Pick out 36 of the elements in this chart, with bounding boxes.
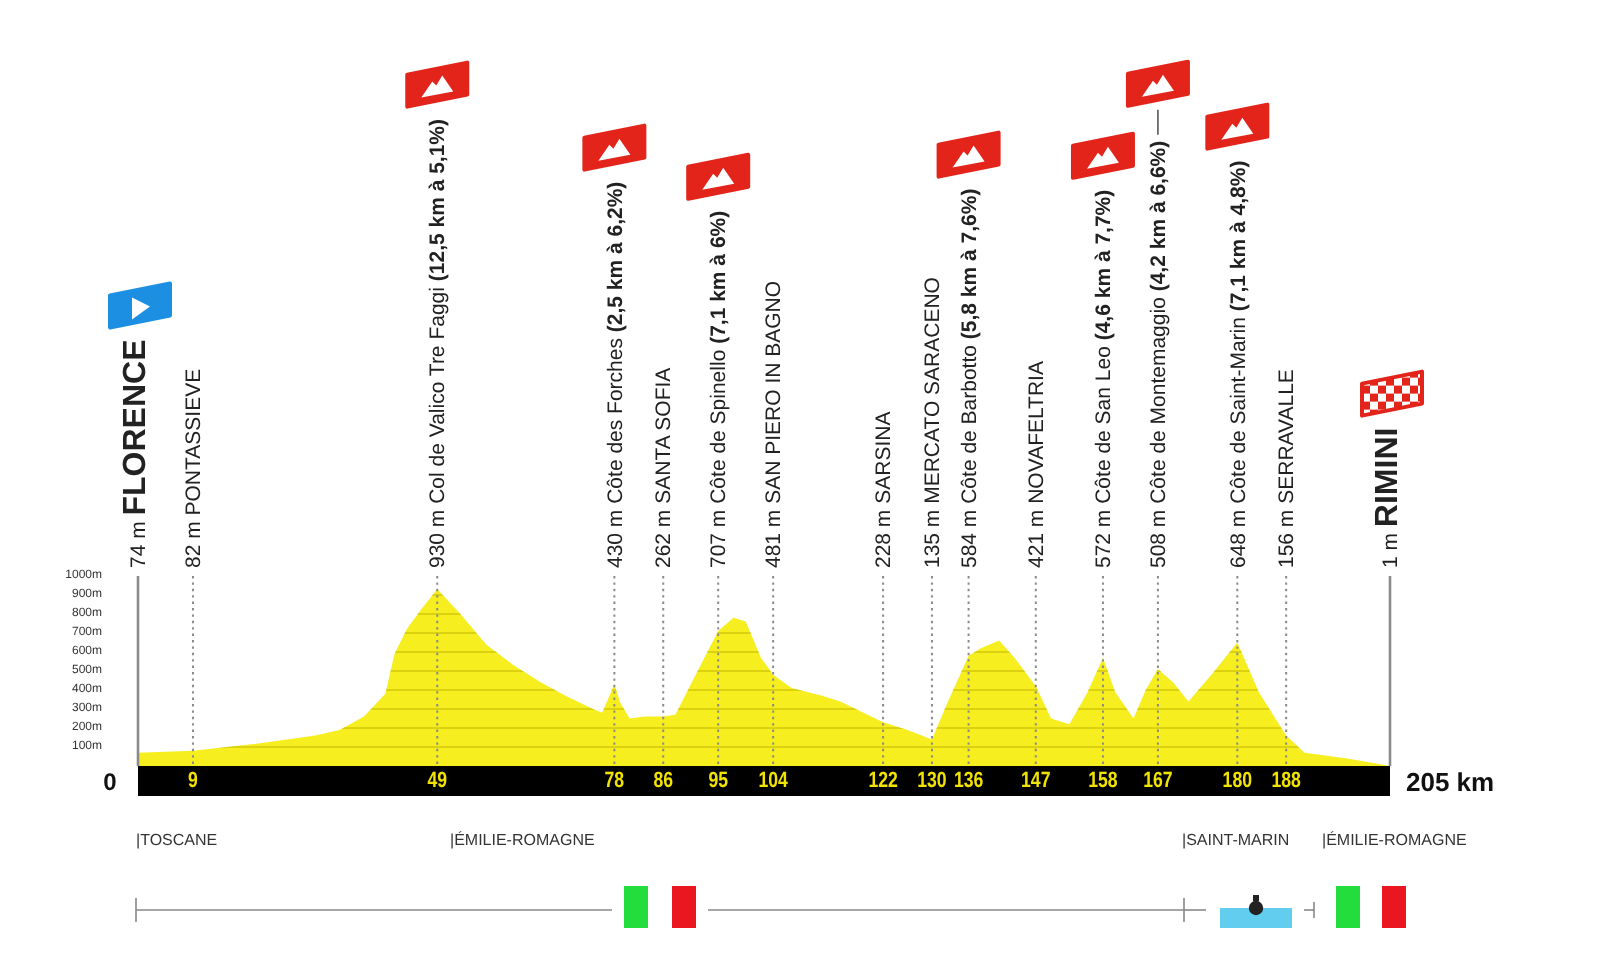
- ref-line-label: 707 m Côte de Spinello (7,1 km à 6%): [707, 210, 732, 568]
- x-tick-label: 130: [917, 769, 954, 793]
- x-tick-label: 147: [1021, 769, 1058, 793]
- x-tick-label: 167: [1143, 769, 1180, 793]
- ref-line-label: 156 m SERRAVALLE: [1275, 369, 1300, 568]
- x-tick-label: 95: [708, 769, 733, 793]
- text: 205 km: [1406, 767, 1495, 797]
- ref-line-label: 481 m SAN PIERO IN BAGNO: [762, 280, 787, 568]
- text: 0: [103, 768, 118, 796]
- ref-line-label: 135 m MERCATO SARACENO: [921, 277, 946, 568]
- x-tick-label: 180: [1222, 769, 1260, 793]
- x-tick-label: 158: [1088, 769, 1125, 793]
- x-tick-label: 104: [758, 769, 796, 793]
- text: |ÉMILIE-ROMAGNE: [450, 831, 595, 849]
- ref-line-label: 421 m NOVAFELTRIA: [1024, 361, 1049, 568]
- ref-line-label: 930 m Col de Valico Tre Faggi (12,5 km à 5,1%): [426, 118, 451, 568]
- text: |ÉMILIE-ROMAGNE: [1322, 831, 1467, 849]
- x-tick-label: 78: [604, 769, 630, 793]
- x-tick-label: 188: [1271, 769, 1309, 793]
- ref-line-label: 82 m PONTASSIEVE: [182, 368, 207, 568]
- text: |TOSCANE: [136, 831, 218, 849]
- text: |SAINT-MARIN: [1182, 831, 1290, 849]
- ref-line-label: 228 m SARSINA: [872, 411, 897, 568]
- x-tick-label: 122: [868, 769, 906, 793]
- x-tick-label: 136: [953, 769, 991, 793]
- ref-line-label: 262 m SANTA SOFIA: [652, 367, 677, 568]
- ref-line-label: 508 m Côte de Montemaggio (4,2 km à 6,6%): [1147, 140, 1172, 568]
- ref-line-label: 648 m Côte de Saint-Marin (7,1 km à 4,8%): [1226, 160, 1251, 568]
- ref-line-label: 74 m FLORENCE: [119, 338, 154, 568]
- ref-line-label: 572 m Côte de San Leo (4,6 km à 7,7%): [1092, 189, 1117, 568]
- ref-line-label: 584 m Côte de Barbotto (5,8 km à 7,6%): [957, 188, 982, 568]
- ref-line-label: 430 m Côte des Forches (2,5 km à 6,2%): [603, 181, 628, 568]
- ref-line-label: 1 m RIMINI: [1371, 427, 1406, 568]
- x-tick-label: 86: [653, 769, 678, 793]
- x-tick-label: 9: [188, 769, 201, 793]
- x-tick-label: 49: [427, 769, 452, 793]
